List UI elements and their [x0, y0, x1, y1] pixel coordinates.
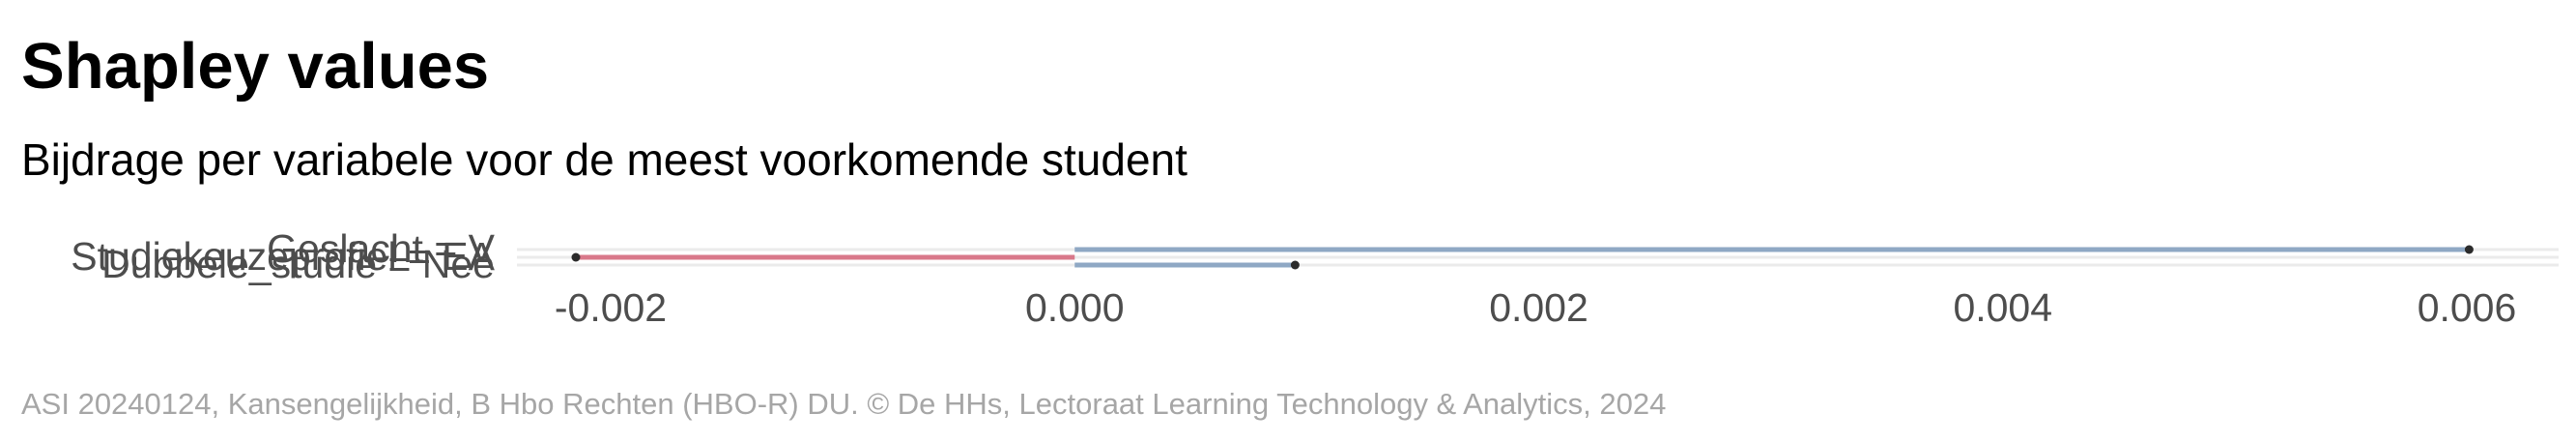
- x-tick-label: 0.006: [2418, 285, 2517, 330]
- x-tick-label: 0.000: [1025, 285, 1125, 330]
- shapley-point: [1290, 260, 1300, 270]
- category-label: Studiekeuzeprofiel = EA: [71, 234, 495, 279]
- point-layer: [571, 245, 2474, 270]
- chart-title: Shapley values: [21, 30, 490, 103]
- chart-subtitle: Bijdrage per variabele voor de meest voo…: [21, 134, 1188, 185]
- chart-caption: ASI 20240124, Kansengelijkheid, B Hbo Re…: [21, 387, 1667, 421]
- x-tick-labels: -0.002 0.000 0.002 0.004 0.006: [555, 285, 2516, 330]
- shapley-bar: [1074, 247, 2470, 252]
- category-label: Dubbele_studie = Nee: [101, 242, 495, 286]
- category-label: Geslacht = V: [267, 226, 496, 271]
- x-tick-label: 0.002: [1489, 285, 1589, 330]
- x-tick-label: 0.004: [1953, 285, 2052, 330]
- shapley-bar: [1074, 262, 1296, 268]
- shapley-bar: [575, 254, 1075, 260]
- shapley-point: [2464, 245, 2474, 254]
- shapley-point: [571, 252, 581, 262]
- x-tick-label: -0.002: [555, 285, 667, 330]
- bar-layer: [575, 247, 2470, 268]
